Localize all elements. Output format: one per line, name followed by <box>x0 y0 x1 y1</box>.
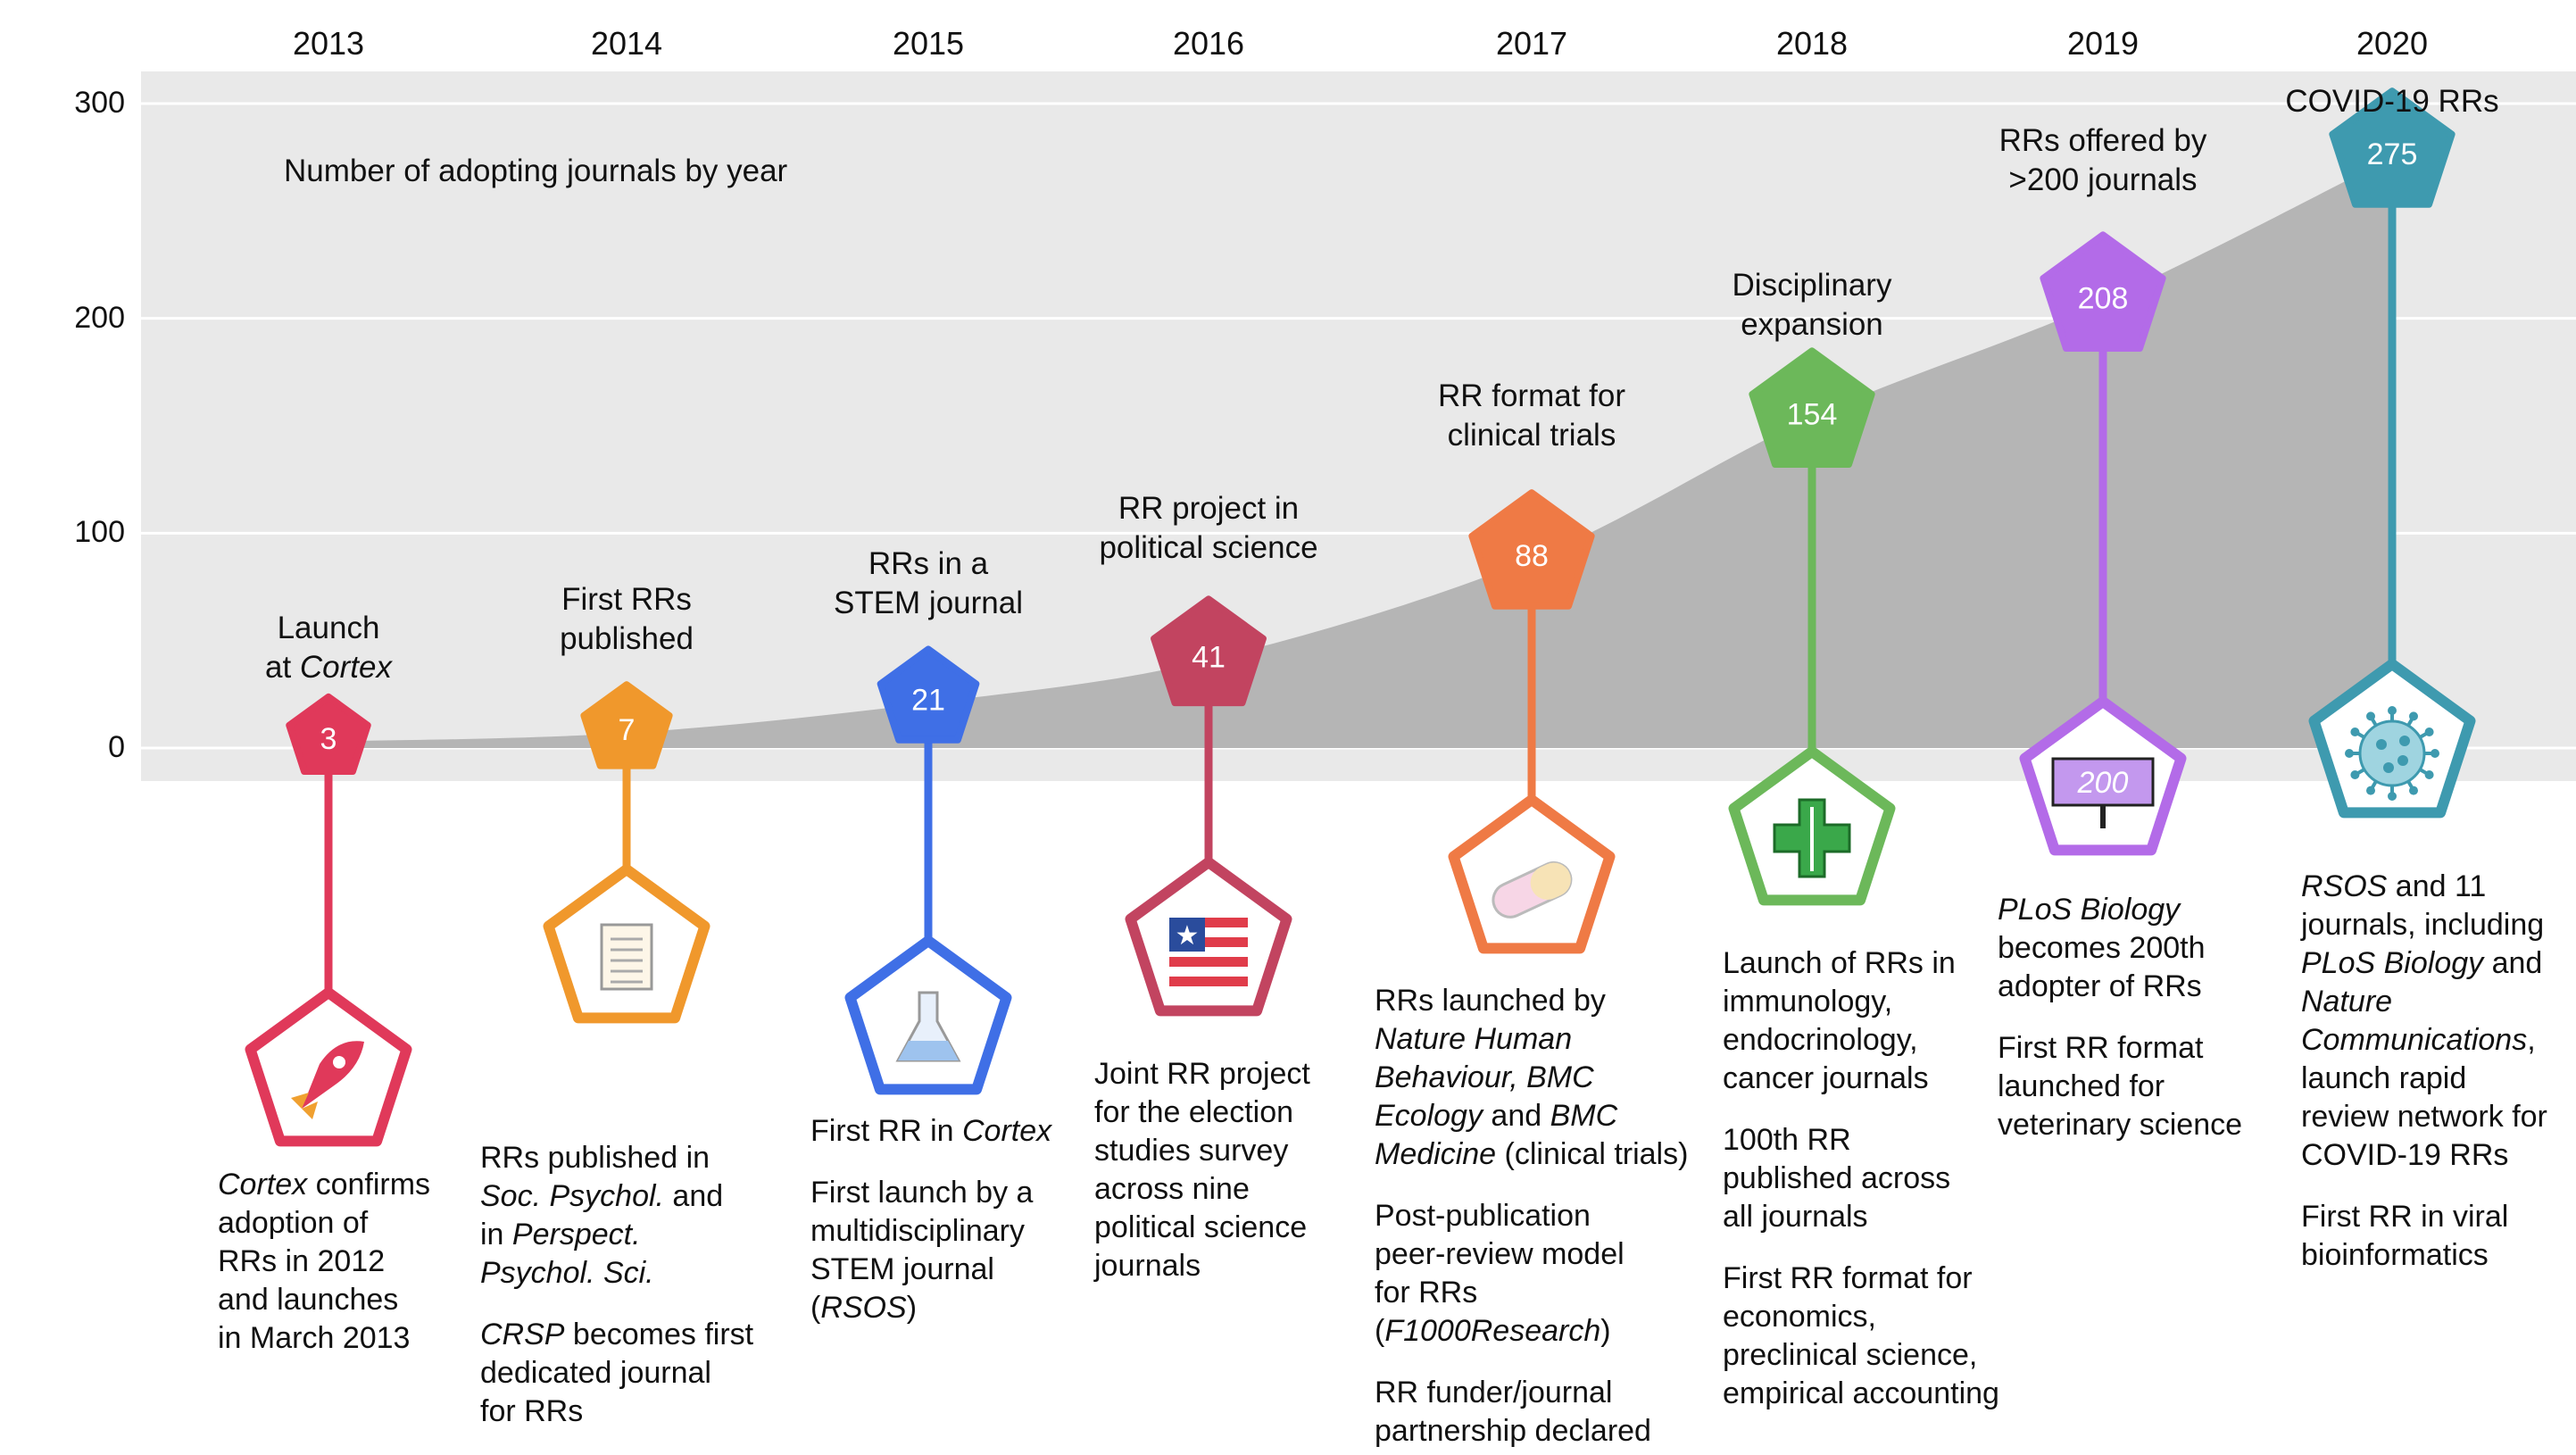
milestone-caption: RR format for clinical trials <box>1437 378 1626 453</box>
x-tick-label: 2014 <box>590 25 663 62</box>
value-marker <box>877 645 980 744</box>
milestone-caption: COVID-19 RRs <box>2285 84 2499 119</box>
milestone-caption: RRs in a STEM journal <box>833 546 1024 620</box>
value-marker <box>1468 489 1595 610</box>
milestone-description: PLoS Biology becomes 200th adopter of RRs F… <box>1998 893 2243 1142</box>
milestone-description: RRs launched by Nature Human Behaviour, BM… <box>1375 984 1689 1448</box>
value-marker <box>580 681 673 769</box>
adoption-area <box>328 157 2392 748</box>
milestone-caption: Launch at Cortex <box>264 611 392 685</box>
value-marker <box>1749 347 1875 468</box>
y-tick-label: 300 <box>74 86 125 120</box>
sign-icon: 200 <box>2051 757 2155 828</box>
milestone-description: Cortex confirms adoption of RRs in 2012 and… <box>218 1168 431 1355</box>
data-label: 7 <box>619 713 636 747</box>
sign-text: 200 <box>2077 766 2129 800</box>
data-label: 275 <box>2367 137 2418 171</box>
value-marker <box>2040 231 2166 352</box>
milestone-caption: RRs offered by >200 journals <box>1998 123 2207 197</box>
value-marker <box>286 693 371 775</box>
pill-icon <box>1492 861 1573 919</box>
y-tick-label: 200 <box>74 300 125 335</box>
data-label: 88 <box>1515 539 1549 573</box>
x-tick-label: 2018 <box>1775 25 1849 62</box>
milestone-description: First RR in Cortex First launch by a multi… <box>810 1114 1052 1325</box>
milestone-caption: First RRs published <box>560 582 694 656</box>
x-tick-label: 2017 <box>1495 25 1568 62</box>
icons: ★ 200 <box>245 659 2476 1147</box>
data-label: 41 <box>1192 640 1226 674</box>
y-tick-label: 100 <box>74 515 125 550</box>
milestone-description: RSOS and 11 journals, including PLoS Biolo… <box>2301 869 2547 1272</box>
flag-icon: ★ <box>1169 918 1248 986</box>
x-tick-label: 2016 <box>1172 25 1245 62</box>
data-label: 21 <box>911 683 945 717</box>
value-marker <box>2329 87 2456 208</box>
value-marker <box>1151 595 1267 707</box>
milestone-caption: RR project in political science <box>1099 491 1318 565</box>
x-tick-label: 2020 <box>2356 25 2429 62</box>
x-tick-label: 2019 <box>2066 25 2140 62</box>
markers: 3 7 21 41 88 154 208 275 <box>286 87 2456 775</box>
medical-cross-icon <box>1773 798 1851 878</box>
virus-icon <box>2345 706 2439 801</box>
chart-subtitle: Number of adopting journals by year <box>284 154 788 188</box>
milestone-caption: Disciplinary expansion <box>1732 268 1892 342</box>
milestone-description: RRs published in Soc. Psychol. and in Pers… <box>480 1141 754 1428</box>
data-label: 3 <box>320 722 337 756</box>
data-label: 154 <box>1787 397 1838 431</box>
x-tick-label: 2013 <box>292 25 365 62</box>
milestone-description: Launch of RRs in immunology, endocrinology… <box>1723 946 1999 1410</box>
rocket-icon <box>291 1041 364 1119</box>
x-tick-label: 2015 <box>892 25 965 62</box>
y-tick-label: 0 <box>108 730 125 764</box>
document-icon <box>600 923 653 991</box>
data-label: 208 <box>2078 281 2129 315</box>
milestone-description: Joint RR project for the election studies … <box>1094 1057 1310 1283</box>
stems <box>324 175 2397 996</box>
flask-icon <box>895 991 961 1062</box>
svg-text:★: ★ <box>1176 921 1200 951</box>
